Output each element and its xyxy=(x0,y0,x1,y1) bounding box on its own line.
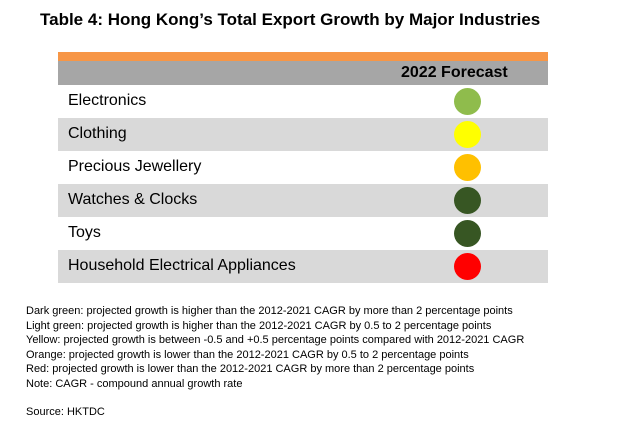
industry-label: Household Electrical Appliances xyxy=(68,257,296,275)
forecast-status-dot xyxy=(454,253,481,280)
note-light-green: Light green: projected growth is higher … xyxy=(26,319,524,334)
forecast-table: 2022 Forecast Electronics Clothing Preciou… xyxy=(58,52,548,283)
forecast-status-dot xyxy=(454,220,481,247)
note-dark-green: Dark green: projected growth is higher t… xyxy=(26,304,524,319)
table-title: Table 4: Hong Kong’s Total Export Growth… xyxy=(40,10,540,30)
table-row: Electronics xyxy=(58,85,548,118)
industry-label: Precious Jewellery xyxy=(68,158,201,176)
table-row: Clothing xyxy=(58,118,548,151)
forecast-status-dot xyxy=(454,187,481,214)
table-header: 2022 Forecast xyxy=(58,61,548,85)
note-cagr: Note: CAGR - compound annual growth rate xyxy=(26,377,524,392)
legend-notes: Dark green: projected growth is higher t… xyxy=(26,304,524,391)
forecast-status-dot xyxy=(454,154,481,181)
source-text: Source: HKTDC xyxy=(26,406,105,418)
note-orange: Orange: projected growth is lower than t… xyxy=(26,348,524,363)
note-yellow: Yellow: projected growth is between -0.5… xyxy=(26,333,524,348)
industry-label: Clothing xyxy=(68,125,127,143)
table-accent-bar xyxy=(58,52,548,61)
industry-label: Watches & Clocks xyxy=(68,191,197,209)
forecast-status-dot xyxy=(454,88,481,115)
industry-label: Toys xyxy=(68,224,101,242)
column-header-2022-forecast: 2022 Forecast xyxy=(401,64,508,82)
table-row: Precious Jewellery xyxy=(58,151,548,184)
table-row: Household Electrical Appliances xyxy=(58,250,548,283)
table-row: Toys xyxy=(58,217,548,250)
forecast-status-dot xyxy=(454,121,481,148)
industry-label: Electronics xyxy=(68,92,146,110)
table-row: Watches & Clocks xyxy=(58,184,548,217)
table-body: Electronics Clothing Precious Jewellery Wat… xyxy=(58,85,548,283)
note-red: Red: projected growth is lower than the … xyxy=(26,362,524,377)
